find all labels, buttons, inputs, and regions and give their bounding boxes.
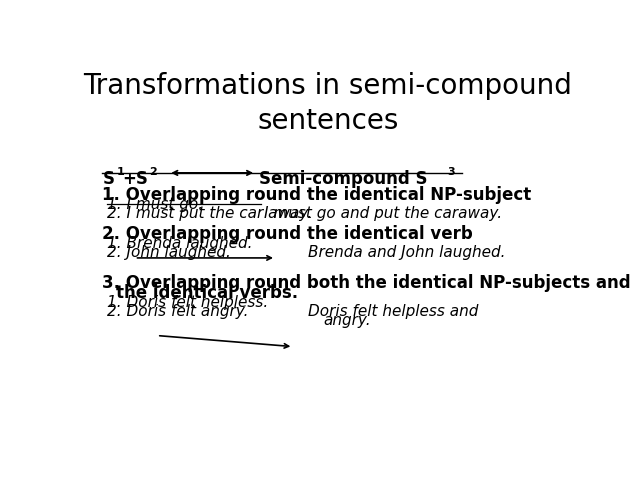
Text: Doris felt helpless and: Doris felt helpless and [308,304,479,319]
Text: Brenda and John laughed.: Brenda and John laughed. [308,245,506,260]
Text: 3: 3 [447,168,454,178]
Text: angry.: angry. [323,313,371,328]
Text: 2. Overlapping round the identical verb: 2. Overlapping round the identical verb [102,225,473,243]
Text: 2. John laughed.: 2. John laughed. [108,245,231,260]
Text: 2. Doris felt angry.: 2. Doris felt angry. [108,304,249,319]
Text: S: S [102,170,115,188]
Text: the identical verbs.: the identical verbs. [116,284,298,302]
Text: 1: 1 [116,168,124,178]
Text: 1. Doris felt helpless.: 1. Doris felt helpless. [108,295,269,310]
Text: 2. I must put the car away.: 2. I must put the car away. [108,206,312,221]
Text: Transformations in semi-compound
sentences: Transformations in semi-compound sentenc… [84,72,572,135]
Text: +S: +S [122,170,148,188]
Text: 3. Overlapping round both the identical NP-subjects and: 3. Overlapping round both the identical … [102,274,631,292]
Text: 2: 2 [150,168,157,178]
Text: 1. Brenda laughed.: 1. Brenda laughed. [108,236,253,251]
Text: Semi-compound S: Semi-compound S [259,170,427,188]
Text: I must go and put the caraway.: I must go and put the caraway. [264,206,502,221]
Text: 1. Overlapping round the identical NP-subject: 1. Overlapping round the identical NP-su… [102,186,532,204]
Text: 1. I must go.: 1. I must go. [108,197,204,212]
